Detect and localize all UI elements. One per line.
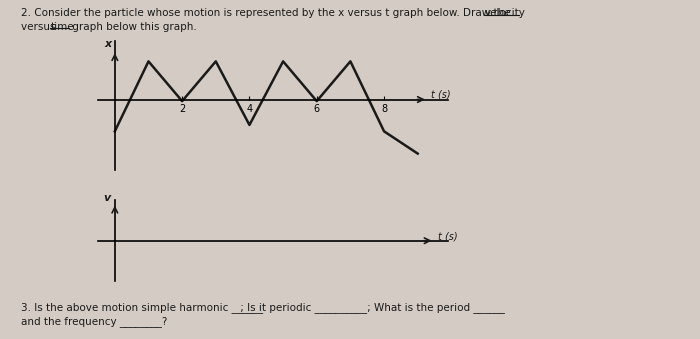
Text: 3. Is the above motion simple harmonic ______: 3. Is the above motion simple harmonic _…: [21, 302, 263, 313]
Text: x: x: [105, 39, 112, 49]
Text: time: time: [50, 22, 74, 32]
Text: graph below this graph.: graph below this graph.: [69, 22, 196, 32]
Text: v: v: [103, 193, 111, 202]
Text: t (s): t (s): [431, 90, 451, 100]
Text: versus: versus: [21, 22, 59, 32]
Text: 2. Consider the particle whose motion is represented by the x versus t graph bel: 2. Consider the particle whose motion is…: [21, 8, 514, 18]
Text: t (s): t (s): [438, 231, 458, 241]
Text: ; Is it periodic __________; What is the period ______: ; Is it periodic __________; What is the…: [237, 302, 505, 313]
Text: and the frequency ________?: and the frequency ________?: [21, 316, 167, 327]
Text: velocity: velocity: [485, 8, 526, 18]
